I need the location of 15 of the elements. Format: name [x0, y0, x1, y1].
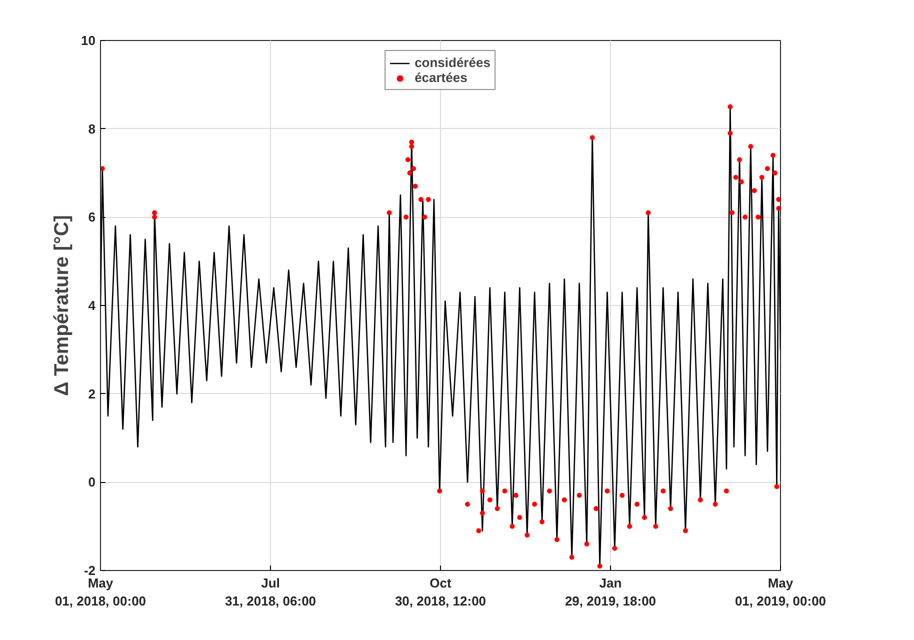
y-tick-label: 10	[81, 33, 96, 48]
y-tick-label: 8	[88, 121, 96, 136]
y-tick-label: 2	[88, 386, 96, 402]
y-tick-label: 6	[88, 210, 96, 225]
x-tick-label: Oct 30, 2018, 12:00	[394, 576, 486, 608]
legend-label: écartées	[414, 70, 468, 85]
y-axis-title: Δ Température [°C]	[51, 215, 74, 396]
x-tick-label: Jul 31, 2018, 06:00	[224, 576, 316, 608]
y-tick-label: 0	[88, 474, 96, 490]
x-tick-label: May 01, 2018, 00:00	[54, 576, 146, 608]
y-tick-label: -2	[84, 563, 96, 578]
x-tick-label: May 01, 2019, 00:00	[734, 576, 826, 608]
legend-label: considérées	[414, 55, 490, 70]
x-tick-label: Jan 29, 2019, 18:00	[564, 576, 656, 608]
y-tick-label: 4	[88, 298, 96, 313]
